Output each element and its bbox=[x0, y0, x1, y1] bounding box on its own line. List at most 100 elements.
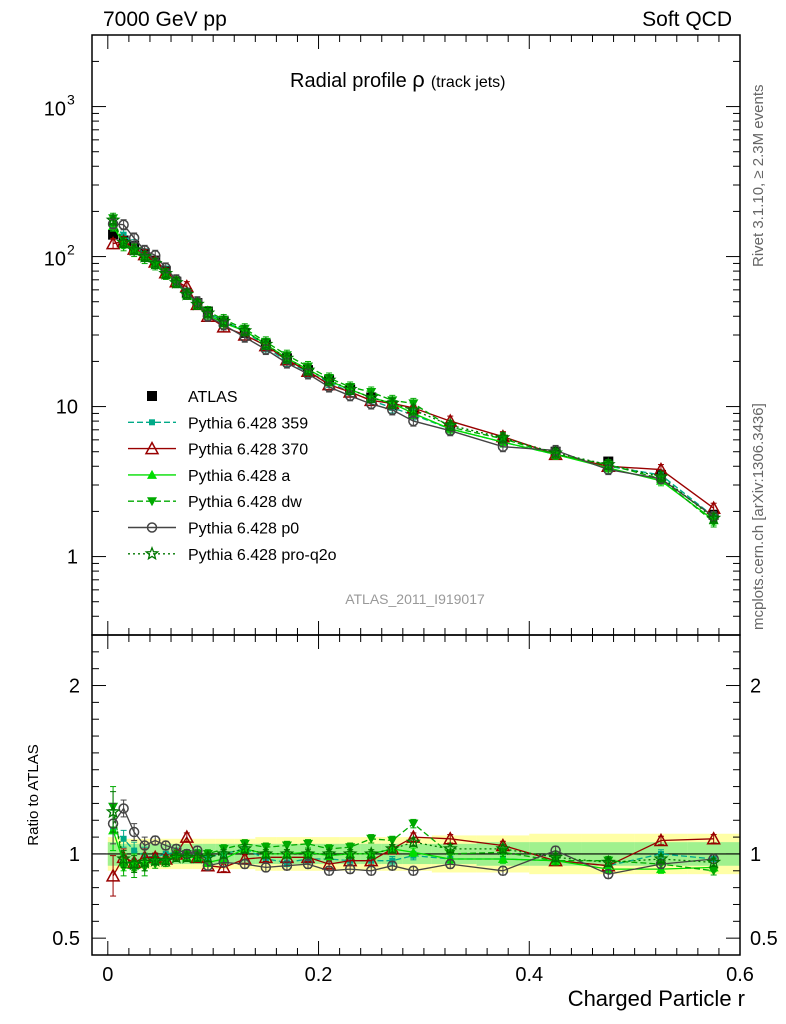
ratio-point bbox=[300, 846, 316, 861]
ratio-point bbox=[548, 849, 563, 864]
data-point bbox=[126, 242, 142, 257]
ratio-point bbox=[120, 835, 127, 842]
ratio-point bbox=[126, 856, 142, 871]
data-point bbox=[179, 286, 195, 301]
y-tick-label-right: 2 bbox=[750, 676, 761, 698]
title-main: Radial profile bbox=[290, 70, 412, 92]
ratio-point bbox=[408, 847, 419, 857]
ratio-point bbox=[302, 858, 314, 870]
ratio-point bbox=[708, 866, 719, 876]
ratio-point bbox=[706, 831, 721, 845]
data-point bbox=[653, 469, 669, 484]
ratio-point bbox=[366, 834, 377, 844]
ratio-point bbox=[279, 846, 295, 861]
ratio-point bbox=[158, 852, 174, 867]
main-frame bbox=[91, 34, 741, 636]
y-tick-label: 1 bbox=[67, 547, 78, 569]
legend-label: Pythia 6.428 pro-q2o bbox=[188, 547, 337, 564]
legend-entry: Pythia 6.428 a bbox=[128, 468, 290, 485]
data-point bbox=[158, 265, 174, 280]
data-point bbox=[342, 381, 358, 396]
data-point bbox=[258, 336, 274, 351]
ratio-point bbox=[344, 863, 356, 875]
ratio-point bbox=[365, 865, 377, 877]
ratio-point bbox=[239, 858, 251, 870]
series-line bbox=[112, 219, 715, 519]
ratio-line bbox=[112, 807, 714, 875]
data-point bbox=[147, 255, 163, 270]
x-tick-label: 0.2 bbox=[305, 964, 333, 986]
ratio-point bbox=[200, 849, 216, 864]
data-point bbox=[116, 234, 131, 249]
ratio-point bbox=[116, 851, 131, 866]
data-point bbox=[137, 248, 153, 263]
process-label: Soft QCD bbox=[642, 8, 732, 31]
legend-label: Pythia 6.428 370 bbox=[188, 442, 308, 459]
data-point bbox=[108, 229, 119, 240]
ratio-point bbox=[118, 803, 129, 814]
ratio-point bbox=[342, 846, 358, 861]
ratio-point bbox=[303, 839, 313, 849]
ratio-point bbox=[442, 841, 458, 856]
legend-entry: Pythia 6.428 p0 bbox=[128, 521, 299, 538]
data-point bbox=[495, 429, 511, 445]
ratio-point bbox=[406, 834, 421, 849]
legend-entry: Pythia 6.428 dw bbox=[128, 494, 302, 511]
energy-label: 7000 GeV pp bbox=[103, 8, 227, 31]
x-tick-label: 0.4 bbox=[515, 964, 543, 986]
data-point bbox=[105, 236, 121, 250]
data-point bbox=[384, 395, 400, 410]
data-point bbox=[406, 402, 421, 417]
ratio-point bbox=[323, 865, 335, 877]
y-tick-label-right: 0.5 bbox=[750, 928, 778, 950]
ratio-point bbox=[363, 846, 379, 861]
legend: ATLAS Pythia 6.428 359 Pythia 6.428 370 Pyt… bbox=[128, 389, 337, 564]
legend-marker bbox=[144, 545, 160, 561]
watermark: ATLAS_2011_I919017 bbox=[345, 591, 485, 607]
ratio-point bbox=[139, 840, 150, 851]
ratio-point bbox=[706, 854, 722, 869]
data-point bbox=[706, 510, 722, 525]
data-point bbox=[321, 372, 337, 387]
data-point bbox=[200, 305, 216, 320]
y-tick-exponent: 2 bbox=[67, 242, 75, 258]
legend-entry: Pythia 6.428 pro-q2o bbox=[128, 545, 337, 564]
data-point bbox=[300, 362, 316, 377]
ratio-point bbox=[258, 846, 274, 861]
data-point bbox=[190, 296, 205, 311]
x-axis-label: Charged Particle r bbox=[568, 986, 745, 1011]
y-tick-exponent: 3 bbox=[67, 92, 75, 108]
legend-marker bbox=[147, 391, 157, 401]
ratio-point bbox=[497, 854, 508, 863]
y-axis-label: Ratio to ATLAS bbox=[25, 744, 42, 845]
ratio-point bbox=[160, 840, 172, 851]
title-sub: (track jets) bbox=[431, 74, 506, 91]
ratio-point bbox=[137, 854, 153, 869]
data-point bbox=[363, 389, 379, 404]
ratio-point bbox=[495, 841, 511, 856]
data-point bbox=[118, 219, 129, 230]
legend-marker bbox=[149, 419, 155, 426]
y-tick-label-right: 1 bbox=[750, 844, 761, 866]
legend-entry: ATLAS bbox=[147, 389, 238, 406]
y-tick-label: 10 bbox=[44, 99, 66, 121]
legend-label: Pythia 6.428 a bbox=[188, 468, 290, 485]
data-point bbox=[216, 313, 232, 328]
legend-marker bbox=[144, 441, 160, 455]
ratio-point bbox=[105, 868, 121, 882]
legend-label: ATLAS bbox=[188, 389, 238, 406]
y-tick-label: 0.5 bbox=[52, 928, 80, 950]
ratio-point bbox=[131, 847, 138, 854]
legend-entry: Pythia 6.428 370 bbox=[128, 441, 308, 459]
ratio-point bbox=[444, 858, 456, 870]
ratio-frame bbox=[91, 634, 741, 956]
data-point bbox=[408, 415, 419, 427]
ratio-point bbox=[281, 860, 293, 871]
legend-label: Pythia 6.428 dw bbox=[188, 494, 302, 511]
ratio-point bbox=[387, 860, 398, 871]
ratio-point bbox=[408, 865, 419, 877]
x-tick-label: 0 bbox=[102, 964, 113, 986]
